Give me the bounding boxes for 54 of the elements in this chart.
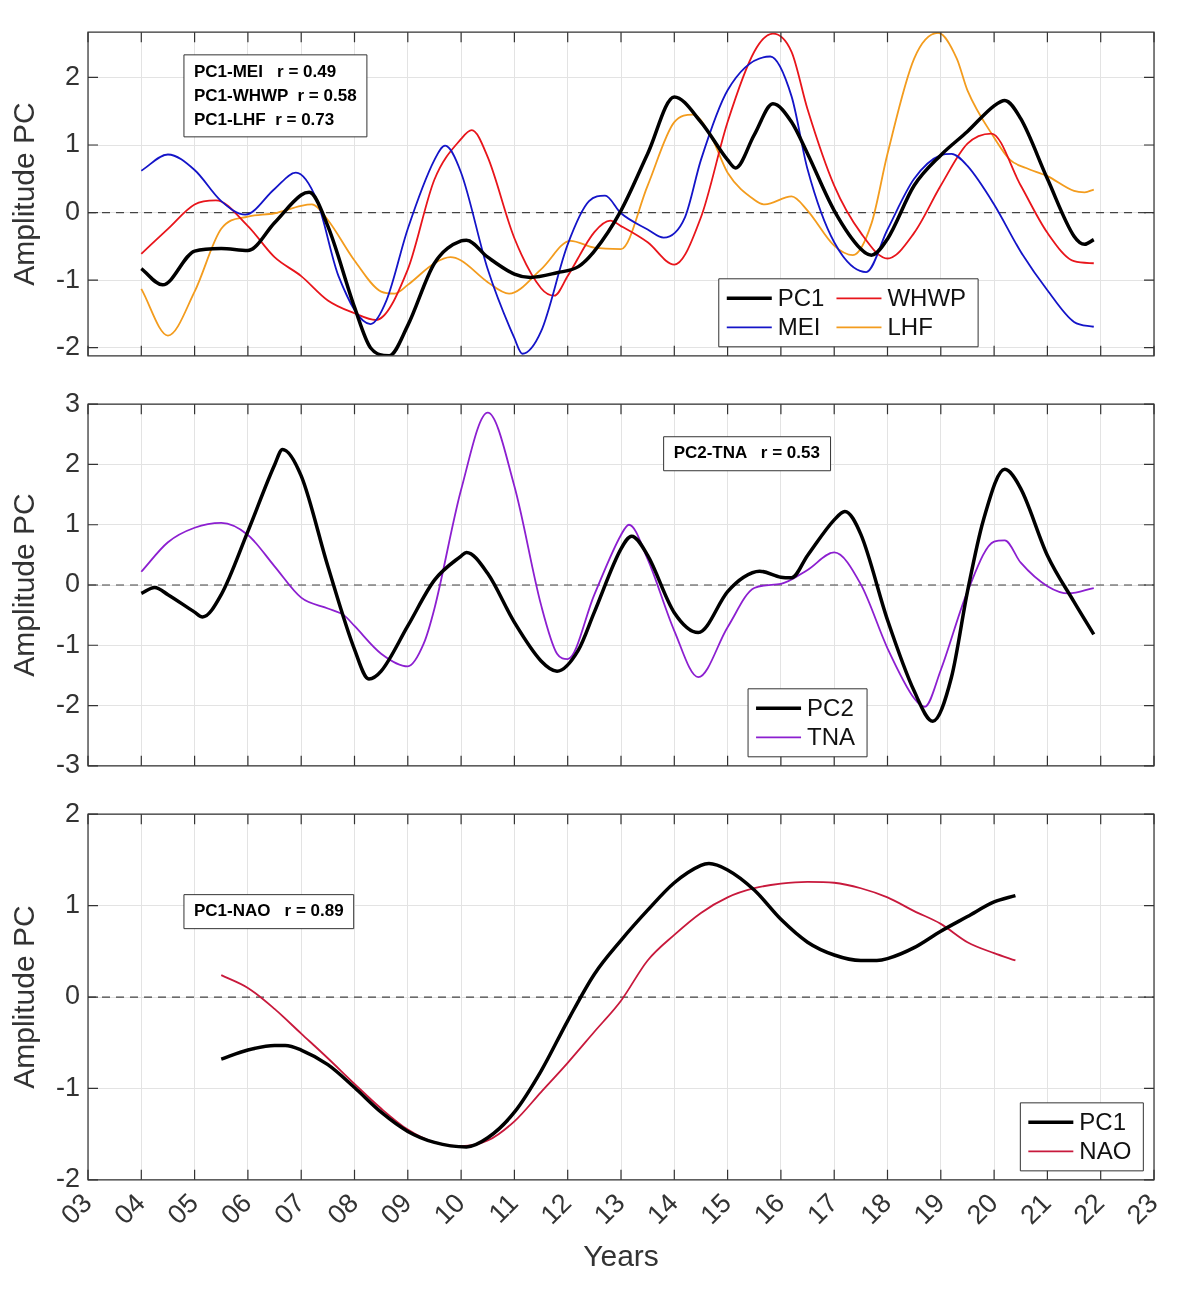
x-tick-label: 04: [108, 1187, 151, 1231]
y-tick-label: -1: [55, 263, 80, 294]
y-tick-label: 3: [64, 387, 80, 418]
y-tick-label: 0: [64, 196, 80, 227]
y-tick-label: 0: [64, 980, 80, 1011]
annotation: PC1-MEI r = 0.49: [193, 61, 337, 81]
x-tick-label: 23: [1121, 1187, 1164, 1231]
x-tick-label: 05: [161, 1187, 205, 1231]
x-tick-label: 20: [961, 1187, 1004, 1231]
x-tick-label: 22: [1067, 1187, 1111, 1231]
x-tick-label: 11: [482, 1187, 524, 1229]
legend-label: MEI: [777, 312, 821, 340]
y-axis-title: Amplitude PC: [7, 905, 41, 1089]
y-tick-label: 2: [64, 60, 80, 91]
x-tick-label: 10: [428, 1187, 471, 1231]
x-tick-label: 08: [321, 1187, 365, 1231]
x-tick-label: 16: [747, 1187, 791, 1231]
y-tick-label: 2: [64, 447, 80, 478]
y-tick-label: 2: [64, 797, 80, 828]
y-tick-label: 1: [64, 889, 80, 920]
x-tick-label: 18: [854, 1187, 898, 1231]
x-tick-label: 12: [534, 1187, 578, 1231]
annotation: PC1-LHF r = 0.73: [193, 109, 335, 129]
annotation: PC1-NAO r = 0.89: [193, 901, 344, 921]
legend-label: PC1: [777, 283, 825, 311]
line-series: [139, 447, 1096, 723]
y-tick-label: 0: [64, 568, 80, 599]
x-tick-label: 19: [907, 1187, 951, 1231]
legend-label: LHF: [887, 312, 933, 340]
y-axis-title: Amplitude PC: [7, 102, 41, 286]
y-tick-label: -1: [55, 628, 80, 659]
y-tick-label: -2: [55, 331, 80, 362]
y-tick-label: -2: [55, 688, 80, 719]
x-tick-label: 14: [641, 1187, 684, 1231]
y-tick-label: 1: [64, 128, 80, 159]
x-tick-label: 13: [588, 1187, 631, 1231]
x-tick-label: 17: [801, 1187, 844, 1231]
y-tick-label: 1: [64, 508, 80, 539]
legend-label: WHWP: [887, 283, 967, 311]
y-axis-title: Amplitude PC: [7, 493, 41, 677]
x-tick-label: 06: [214, 1187, 258, 1231]
x-tick-label: 09: [374, 1187, 418, 1231]
y-tick-label: -3: [55, 749, 80, 780]
x-tick-label: 15: [694, 1187, 738, 1231]
legend-label: NAO: [1079, 1136, 1132, 1164]
legend-label: PC1: [1079, 1107, 1127, 1135]
x-tick-label: 07: [268, 1187, 311, 1231]
annotation: PC1-WHWP r = 0.58: [193, 85, 357, 105]
legend-label: PC2: [807, 693, 854, 721]
y-tick-label: -1: [55, 1071, 80, 1102]
annotation: PC2-TNA r = 0.53: [673, 443, 820, 463]
x-axis-title: Years: [583, 1239, 659, 1273]
x-tick-label: 21: [1014, 1187, 1057, 1231]
legend-label: TNA: [807, 722, 856, 750]
